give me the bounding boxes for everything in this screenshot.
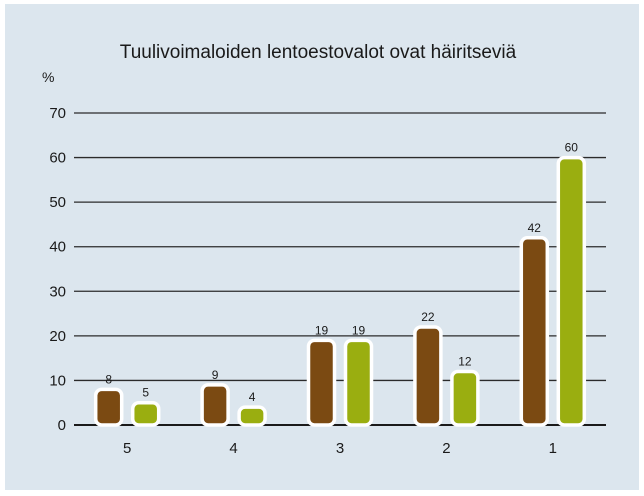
bar — [413, 325, 443, 427]
bar — [93, 387, 124, 427]
x-tick-label: 5 — [123, 440, 131, 457]
data-label: 60 — [565, 141, 579, 155]
x-tick-label: 4 — [229, 440, 237, 457]
data-label: 22 — [421, 310, 435, 324]
data-label: 4 — [249, 390, 256, 404]
x-tick-label: 1 — [549, 440, 557, 457]
bar — [343, 338, 374, 427]
bar — [519, 236, 550, 427]
bar — [130, 400, 161, 427]
bar — [306, 338, 337, 427]
y-tick-label: 60 — [49, 150, 66, 167]
data-label: 19 — [315, 323, 329, 337]
data-label: 42 — [528, 221, 542, 235]
y-tick-label: 30 — [49, 283, 66, 300]
y-tick-label: 50 — [49, 194, 66, 211]
data-label: 19 — [352, 323, 366, 337]
bar — [200, 383, 230, 427]
y-tick-label: 70 — [49, 105, 66, 122]
chart-title: Tuulivoimaloiden lentoestovalot ovat häi… — [120, 42, 517, 63]
y-tick-label: 20 — [49, 328, 66, 345]
x-tick-label: 2 — [442, 440, 450, 457]
data-label: 9 — [212, 368, 219, 382]
y-tick-label: 10 — [49, 372, 66, 389]
data-label: 12 — [458, 355, 472, 369]
y-axis-label: % — [42, 69, 54, 85]
data-label: 5 — [142, 386, 149, 400]
x-tick-label: 3 — [336, 440, 344, 457]
data-label: 8 — [105, 372, 112, 386]
bar — [237, 405, 267, 427]
y-tick-label: 0 — [58, 417, 66, 434]
bar — [450, 369, 480, 427]
y-tick-label: 40 — [49, 239, 66, 256]
bar — [556, 155, 587, 427]
